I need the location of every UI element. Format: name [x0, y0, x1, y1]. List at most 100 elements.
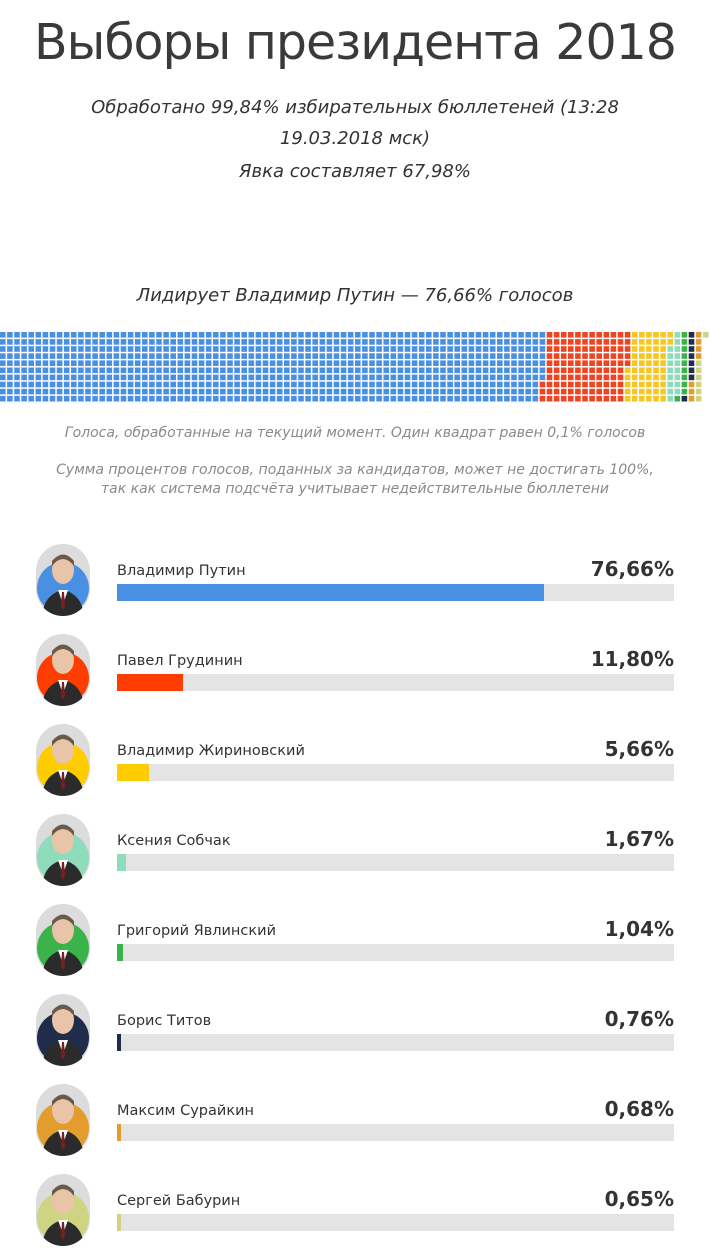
waffle-square-series-1: [553, 374, 560, 381]
waffle-square-series-0: [28, 332, 34, 338]
waffle-square-series-0: [276, 367, 283, 374]
waffle-square-series-2: [624, 388, 631, 395]
waffle-square-series-0: [42, 374, 49, 381]
waffle-square-series-0: [142, 360, 148, 366]
waffle-square-series-1: [603, 381, 610, 388]
waffle-square-series-1: [603, 388, 610, 395]
waffle-square-series-2: [639, 346, 645, 352]
waffle-square-series-1: [575, 395, 581, 402]
waffle-square-series-0: [241, 332, 247, 338]
waffle-square-series-1: [603, 367, 610, 374]
waffle-square-series-0: [78, 374, 84, 381]
waffle-square-series-0: [127, 346, 134, 352]
waffle-square-series-0: [433, 346, 439, 352]
waffle-square-series-0: [319, 360, 326, 366]
waffle-square-series-0: [326, 374, 333, 381]
candidate-bar-fill: [117, 1214, 121, 1231]
waffle-square-series-0: [163, 346, 169, 352]
waffle-square-series-0: [312, 332, 318, 338]
waffle-square-series-0: [383, 381, 389, 388]
candidate-row: Ксения Собчак 1,67%: [0, 814, 710, 890]
waffle-square-series-0: [532, 360, 539, 366]
waffle-square-series-0: [14, 367, 20, 374]
waffle-square-series-0: [149, 332, 155, 338]
waffle-square-series-0: [49, 332, 56, 338]
waffle-square-series-0: [376, 339, 382, 345]
waffle-square-series-0: [525, 367, 531, 374]
waffle-square-series-3: [674, 381, 681, 388]
waffle-square-series-0: [319, 367, 326, 374]
waffle-square-series-0: [333, 346, 340, 352]
waffle-square-series-0: [213, 388, 219, 395]
waffle-square-series-0: [362, 381, 368, 388]
waffle-square-series-0: [305, 381, 311, 388]
waffle-square-series-5: [688, 360, 695, 366]
waffle-square-series-0: [369, 360, 375, 366]
waffle-square-series-0: [35, 339, 42, 345]
waffle-square-series-1: [624, 360, 631, 366]
waffle-square-series-0: [113, 346, 120, 352]
waffle-square-series-0: [71, 360, 77, 366]
waffle-square-series-0: [71, 346, 77, 352]
waffle-square-series-0: [489, 339, 496, 345]
candidate-percent-label: 0,76%: [604, 1007, 674, 1031]
waffle-square-series-1: [582, 360, 588, 366]
waffle-square-series-0: [276, 360, 283, 366]
waffle-square-series-0: [113, 360, 120, 366]
waffle-square-series-1: [575, 353, 581, 359]
waffle-square-series-0: [340, 360, 347, 366]
waffle-square-series-0: [525, 360, 531, 366]
waffle-square-series-1: [568, 388, 574, 395]
waffle-square-series-0: [78, 395, 84, 402]
waffle-square-series-0: [511, 332, 517, 338]
waffle-square-series-1: [560, 367, 567, 374]
waffle-square-series-0: [184, 360, 191, 366]
waffle-square-series-1: [589, 360, 595, 366]
waffle-square-series-0: [170, 374, 176, 381]
waffle-square-series-0: [99, 388, 105, 395]
waffle-square-series-0: [120, 353, 127, 359]
waffle-square-series-0: [312, 339, 318, 345]
waffle-square-series-0: [418, 346, 425, 352]
waffle-square-series-1: [553, 339, 560, 345]
waffle-square-series-0: [163, 381, 169, 388]
waffle-square-series-0: [269, 353, 276, 359]
waffle-square-series-0: [255, 374, 262, 381]
waffle-square-series-0: [163, 395, 169, 402]
waffle-square-series-0: [461, 367, 468, 374]
waffle-square-series-0: [92, 381, 98, 388]
waffle-square-series-0: [99, 360, 105, 366]
waffle-square-series-0: [461, 360, 468, 366]
waffle-square-series-0: [319, 353, 326, 359]
candidate-percent-label: 11,80%: [590, 647, 674, 671]
waffle-square-series-0: [248, 353, 255, 359]
waffle-square-series-1: [575, 332, 581, 338]
waffle-square-series-0: [234, 388, 240, 395]
waffle-square-series-0: [241, 339, 247, 345]
waffle-square-series-0: [362, 360, 368, 366]
waffle-square-series-0: [305, 332, 311, 338]
waffle-square-series-5: [688, 332, 695, 338]
waffle-square-series-0: [504, 395, 510, 402]
waffle-square-series-4: [681, 360, 688, 366]
waffle-square-series-2: [624, 374, 631, 381]
waffle-square-series-0: [539, 339, 546, 345]
waffle-square-series-0: [220, 339, 226, 345]
waffle-square-series-0: [134, 395, 141, 402]
waffle-square-series-1: [596, 332, 602, 338]
waffle-square-series-0: [227, 395, 233, 402]
waffle-square-series-2: [660, 388, 666, 395]
waffle-square-series-0: [184, 367, 191, 374]
waffle-square-series-0: [71, 395, 77, 402]
waffle-square-series-0: [191, 353, 198, 359]
waffle-square-series-4: [681, 346, 688, 352]
waffle-square-series-0: [184, 381, 191, 388]
waffle-square-series-1: [610, 353, 617, 359]
waffle-square-series-7: [695, 395, 702, 402]
waffle-square-series-0: [454, 346, 460, 352]
waffle-square-series-0: [489, 395, 496, 402]
waffle-square-series-0: [113, 388, 120, 395]
waffle-square-series-1: [582, 395, 588, 402]
waffle-square-series-0: [475, 381, 482, 388]
waffle-square-series-0: [177, 381, 184, 388]
